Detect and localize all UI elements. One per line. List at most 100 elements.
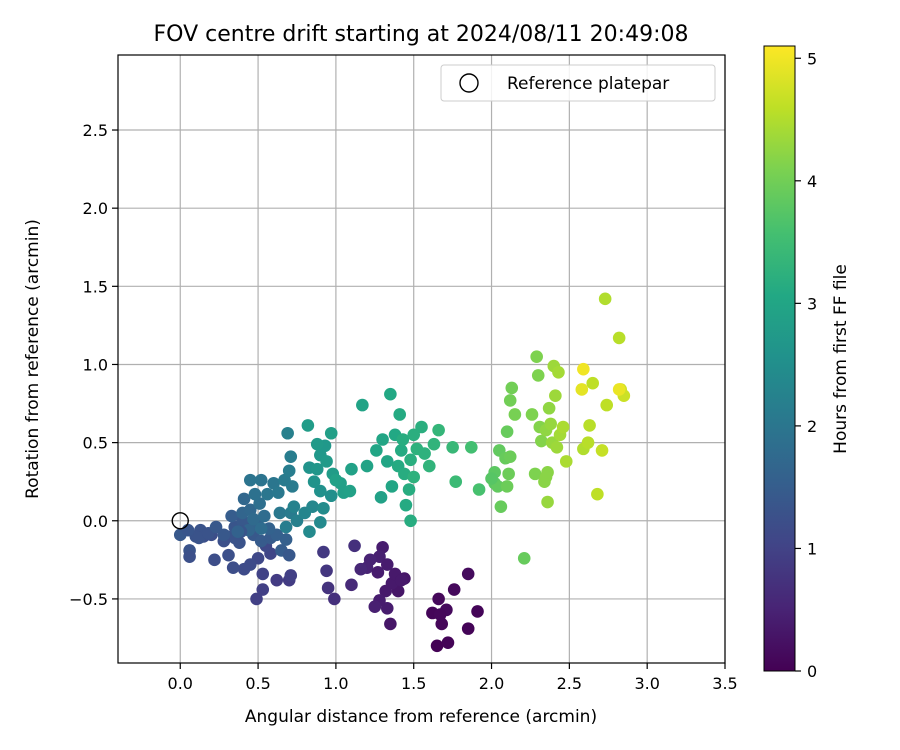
data-point — [209, 520, 223, 534]
data-point — [577, 362, 590, 376]
data-point — [472, 483, 486, 496]
data-point — [407, 470, 421, 484]
data-point — [360, 459, 374, 473]
data-point — [583, 419, 596, 432]
data-point — [528, 467, 542, 481]
y-axis-label: Rotation from reference (arcmin) — [23, 219, 43, 499]
data-point — [494, 500, 508, 514]
data-point — [531, 369, 545, 382]
data-point — [530, 350, 543, 363]
data-point — [314, 516, 327, 529]
data-point — [306, 500, 319, 514]
data-point — [505, 381, 519, 395]
y-tick-label: 0.0 — [83, 512, 108, 531]
data-point — [415, 420, 428, 434]
data-point — [485, 472, 498, 485]
data-point — [217, 528, 231, 542]
data-point — [404, 514, 417, 528]
data-point — [556, 420, 570, 434]
data-point — [435, 617, 449, 631]
data-point — [598, 292, 612, 306]
data-point — [284, 569, 298, 582]
x-tick-label: 2.0 — [479, 674, 504, 693]
data-point — [550, 441, 564, 454]
data-point — [279, 533, 293, 546]
data-point — [237, 562, 251, 576]
data-point — [281, 426, 294, 440]
data-point — [508, 408, 522, 421]
x-tick-label: 0.0 — [168, 674, 193, 693]
data-point — [394, 573, 408, 587]
colorbar-tick-label: 4 — [807, 172, 817, 191]
data-point — [427, 437, 441, 451]
data-point — [192, 531, 206, 545]
data-point — [384, 617, 397, 631]
data-point — [183, 550, 196, 564]
data-point — [181, 523, 195, 537]
y-tick-label: 2.5 — [83, 121, 108, 140]
data-point — [591, 487, 604, 501]
data-point — [282, 464, 296, 478]
data-point — [321, 581, 335, 595]
data-point — [247, 512, 260, 526]
data-point — [303, 525, 316, 539]
data-point — [343, 484, 357, 498]
data-point — [433, 608, 447, 621]
y-axis-ticks: −0.5 0.0 0.5 1.0 1.5 2.0 2.5 — [69, 121, 118, 609]
data-point — [272, 486, 285, 499]
legend-label: Reference platepar — [507, 74, 669, 94]
data-point — [575, 383, 589, 396]
data-point — [432, 592, 445, 606]
data-point — [282, 548, 296, 562]
data-point — [253, 497, 266, 510]
x-tick-label: 3.0 — [634, 674, 659, 693]
data-point — [317, 545, 330, 559]
data-point — [471, 605, 484, 618]
data-point — [345, 578, 358, 592]
data-point — [432, 423, 445, 437]
data-point — [380, 601, 394, 615]
data-point — [320, 455, 333, 468]
data-point — [559, 455, 573, 468]
data-point — [503, 394, 517, 407]
reference-platepar-marker — [171, 512, 189, 530]
data-point — [374, 491, 388, 504]
data-point — [517, 551, 531, 565]
y-tick-label: 1.0 — [83, 355, 108, 374]
data-point — [324, 426, 338, 440]
data-point — [379, 584, 393, 598]
data-point — [354, 562, 368, 576]
data-point — [461, 567, 475, 581]
colorbar-tick-label: 0 — [807, 662, 817, 681]
data-point — [549, 389, 562, 403]
data-point — [449, 475, 463, 488]
data-point — [231, 525, 245, 539]
data-point — [256, 567, 270, 581]
data-point — [581, 436, 595, 449]
data-point — [320, 564, 333, 578]
colorbar-tick-label: 2 — [807, 417, 817, 436]
data-point — [267, 476, 280, 490]
data-point — [356, 398, 369, 412]
data-point — [250, 592, 263, 606]
data-point — [225, 509, 238, 523]
x-tick-label: 0.5 — [245, 674, 270, 693]
data-point — [393, 408, 407, 421]
colorbar-label: Hours from first FF file — [831, 264, 851, 454]
data-point — [348, 539, 361, 553]
data-point — [368, 600, 382, 614]
x-tick-label: 1.5 — [401, 674, 426, 693]
x-tick-label: 2.5 — [557, 674, 582, 693]
data-point — [284, 450, 298, 463]
data-point — [371, 566, 385, 579]
data-point — [385, 480, 399, 493]
colorbar-gradient — [763, 45, 796, 672]
data-point — [396, 433, 410, 446]
data-point — [270, 573, 284, 587]
y-tick-label: −0.5 — [69, 590, 108, 609]
data-point — [380, 558, 394, 571]
data-point — [441, 636, 455, 649]
data-point — [552, 365, 565, 379]
data-point — [595, 444, 609, 457]
data-point — [535, 434, 548, 448]
